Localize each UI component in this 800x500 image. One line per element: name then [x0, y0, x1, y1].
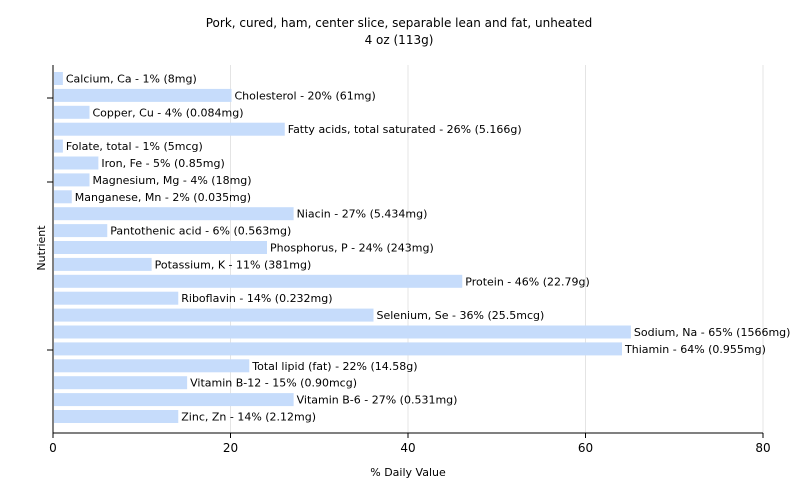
bar-label-8: Niacin - 27% (5.434mg) — [297, 208, 428, 221]
x-tick-label-40: 40 — [400, 441, 415, 455]
bar-label-1: Cholesterol - 20% (61mg) — [235, 89, 376, 102]
bar-label-9: Pantothenic acid - 6% (0.563mg) — [110, 225, 291, 238]
bars-group: Calcium, Ca - 1% (8mg) Cholesterol - 20% … — [54, 72, 790, 424]
bar-15 — [54, 325, 631, 339]
bar-label-5: Iron, Fe - 5% (0.85mg) — [101, 157, 224, 170]
bar-label-18: Vitamin B-12 - 15% (0.90mcg) — [190, 377, 357, 390]
bar-label-14: Selenium, Se - 36% (25.5mcg) — [377, 309, 545, 322]
bar-label-0: Calcium, Ca - 1% (8mg) — [66, 73, 197, 86]
bar-14 — [54, 308, 374, 322]
axes-group: 0 20 40 60 80 — [47, 65, 771, 455]
bar-label-3: Fatty acids, total saturated - 26% (5.16… — [288, 123, 522, 136]
bar-1 — [54, 88, 232, 102]
bar-label-16: Thiamin - 64% (0.955mg) — [624, 343, 766, 356]
bar-19 — [54, 393, 294, 407]
bar-8 — [54, 207, 294, 221]
bar-18 — [54, 376, 188, 390]
bar-5 — [54, 156, 99, 170]
x-tick-label-60: 60 — [578, 441, 593, 455]
bar-20 — [54, 410, 179, 423]
chart-subtitle: 4 oz (113g) — [365, 33, 434, 47]
bar-label-17: Total lipid (fat) - 22% (14.58g) — [251, 360, 417, 373]
bar-9 — [54, 224, 108, 238]
bar-label-6: Magnesium, Mg - 4% (18mg) — [93, 174, 252, 187]
bar-label-4: Folate, total - 1% (5mcg) — [66, 140, 203, 153]
bar-6 — [54, 173, 90, 187]
x-tick-label-80: 80 — [755, 441, 770, 455]
bar-3 — [54, 122, 285, 136]
bar-label-7: Manganese, Mn - 2% (0.035mg) — [75, 191, 251, 204]
bar-label-13: Riboflavin - 14% (0.232mg) — [181, 292, 332, 305]
bar-label-20: Zinc, Zn - 14% (2.12mg) — [181, 411, 316, 424]
bar-label-12: Protein - 46% (22.79g) — [465, 275, 590, 288]
bar-17 — [54, 359, 250, 373]
bar-0 — [54, 72, 63, 85]
bar-4 — [54, 139, 63, 153]
bar-11 — [54, 257, 152, 271]
x-axis-title: % Daily Value — [370, 466, 446, 479]
bar-16 — [54, 342, 622, 356]
bar-7 — [54, 190, 72, 204]
bar-label-10: Phosphorus, P - 24% (243mg) — [270, 242, 434, 255]
x-tick-label-20: 20 — [223, 441, 238, 455]
bar-label-19: Vitamin B-6 - 27% (0.531mg) — [297, 394, 458, 407]
chart-title: Pork, cured, ham, center slice, separabl… — [206, 16, 592, 30]
bar-label-11: Potassium, K - 11% (381mg) — [155, 258, 312, 271]
bar-10 — [54, 241, 267, 254]
bar-13 — [54, 291, 179, 305]
bar-12 — [54, 274, 463, 288]
bar-2 — [54, 105, 90, 119]
bar-label-2: Copper, Cu - 4% (0.084mg) — [93, 106, 244, 119]
x-tick-label-0: 0 — [49, 441, 57, 455]
bar-label-15: Sodium, Na - 65% (1566mg) — [634, 326, 791, 339]
y-axis-title: Nutrient — [35, 225, 48, 271]
